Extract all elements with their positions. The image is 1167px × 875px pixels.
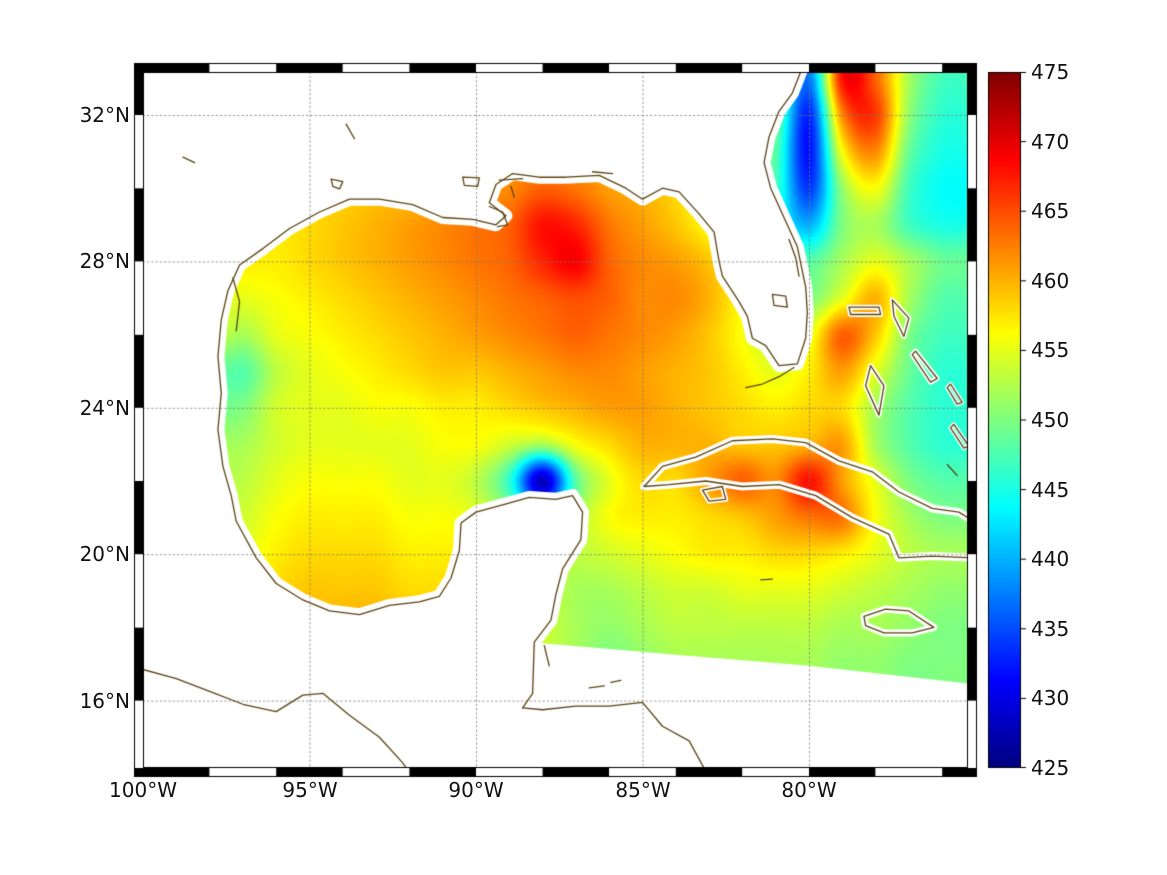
x-axis-tick-label: 80°W [781, 778, 837, 802]
y-axis-tick-label: 24°N [79, 396, 130, 420]
colorbar-tick-label: 465 [1031, 199, 1070, 223]
y-axis-tick-label: 16°N [79, 689, 130, 713]
x-axis-tick-label: 90°W [448, 778, 504, 802]
colorbar-tick-label: 460 [1031, 269, 1070, 293]
colorbar-tick-label: 445 [1031, 478, 1070, 502]
colorbar-tick-label: 430 [1031, 686, 1070, 710]
y-axis-tick-label: 20°N [79, 542, 130, 566]
x-axis-tick-label: 85°W [615, 778, 671, 802]
y-axis-tick-label: 32°N [79, 103, 130, 127]
colorbar-tick-label: 470 [1031, 130, 1070, 154]
x-axis-tick-label: 100°W [109, 778, 177, 802]
colorbar-tick-label: 425 [1031, 756, 1070, 780]
colorbar-tick-label: 475 [1031, 60, 1070, 84]
colorbar-tick-label: 440 [1031, 547, 1070, 571]
x-axis-tick-label: 95°W [282, 778, 338, 802]
colorbar-tick-label: 455 [1031, 338, 1070, 362]
colorbar-tick-label: 435 [1031, 617, 1070, 641]
colorbar-tick-label: 450 [1031, 408, 1070, 432]
y-axis-tick-label: 28°N [79, 249, 130, 273]
